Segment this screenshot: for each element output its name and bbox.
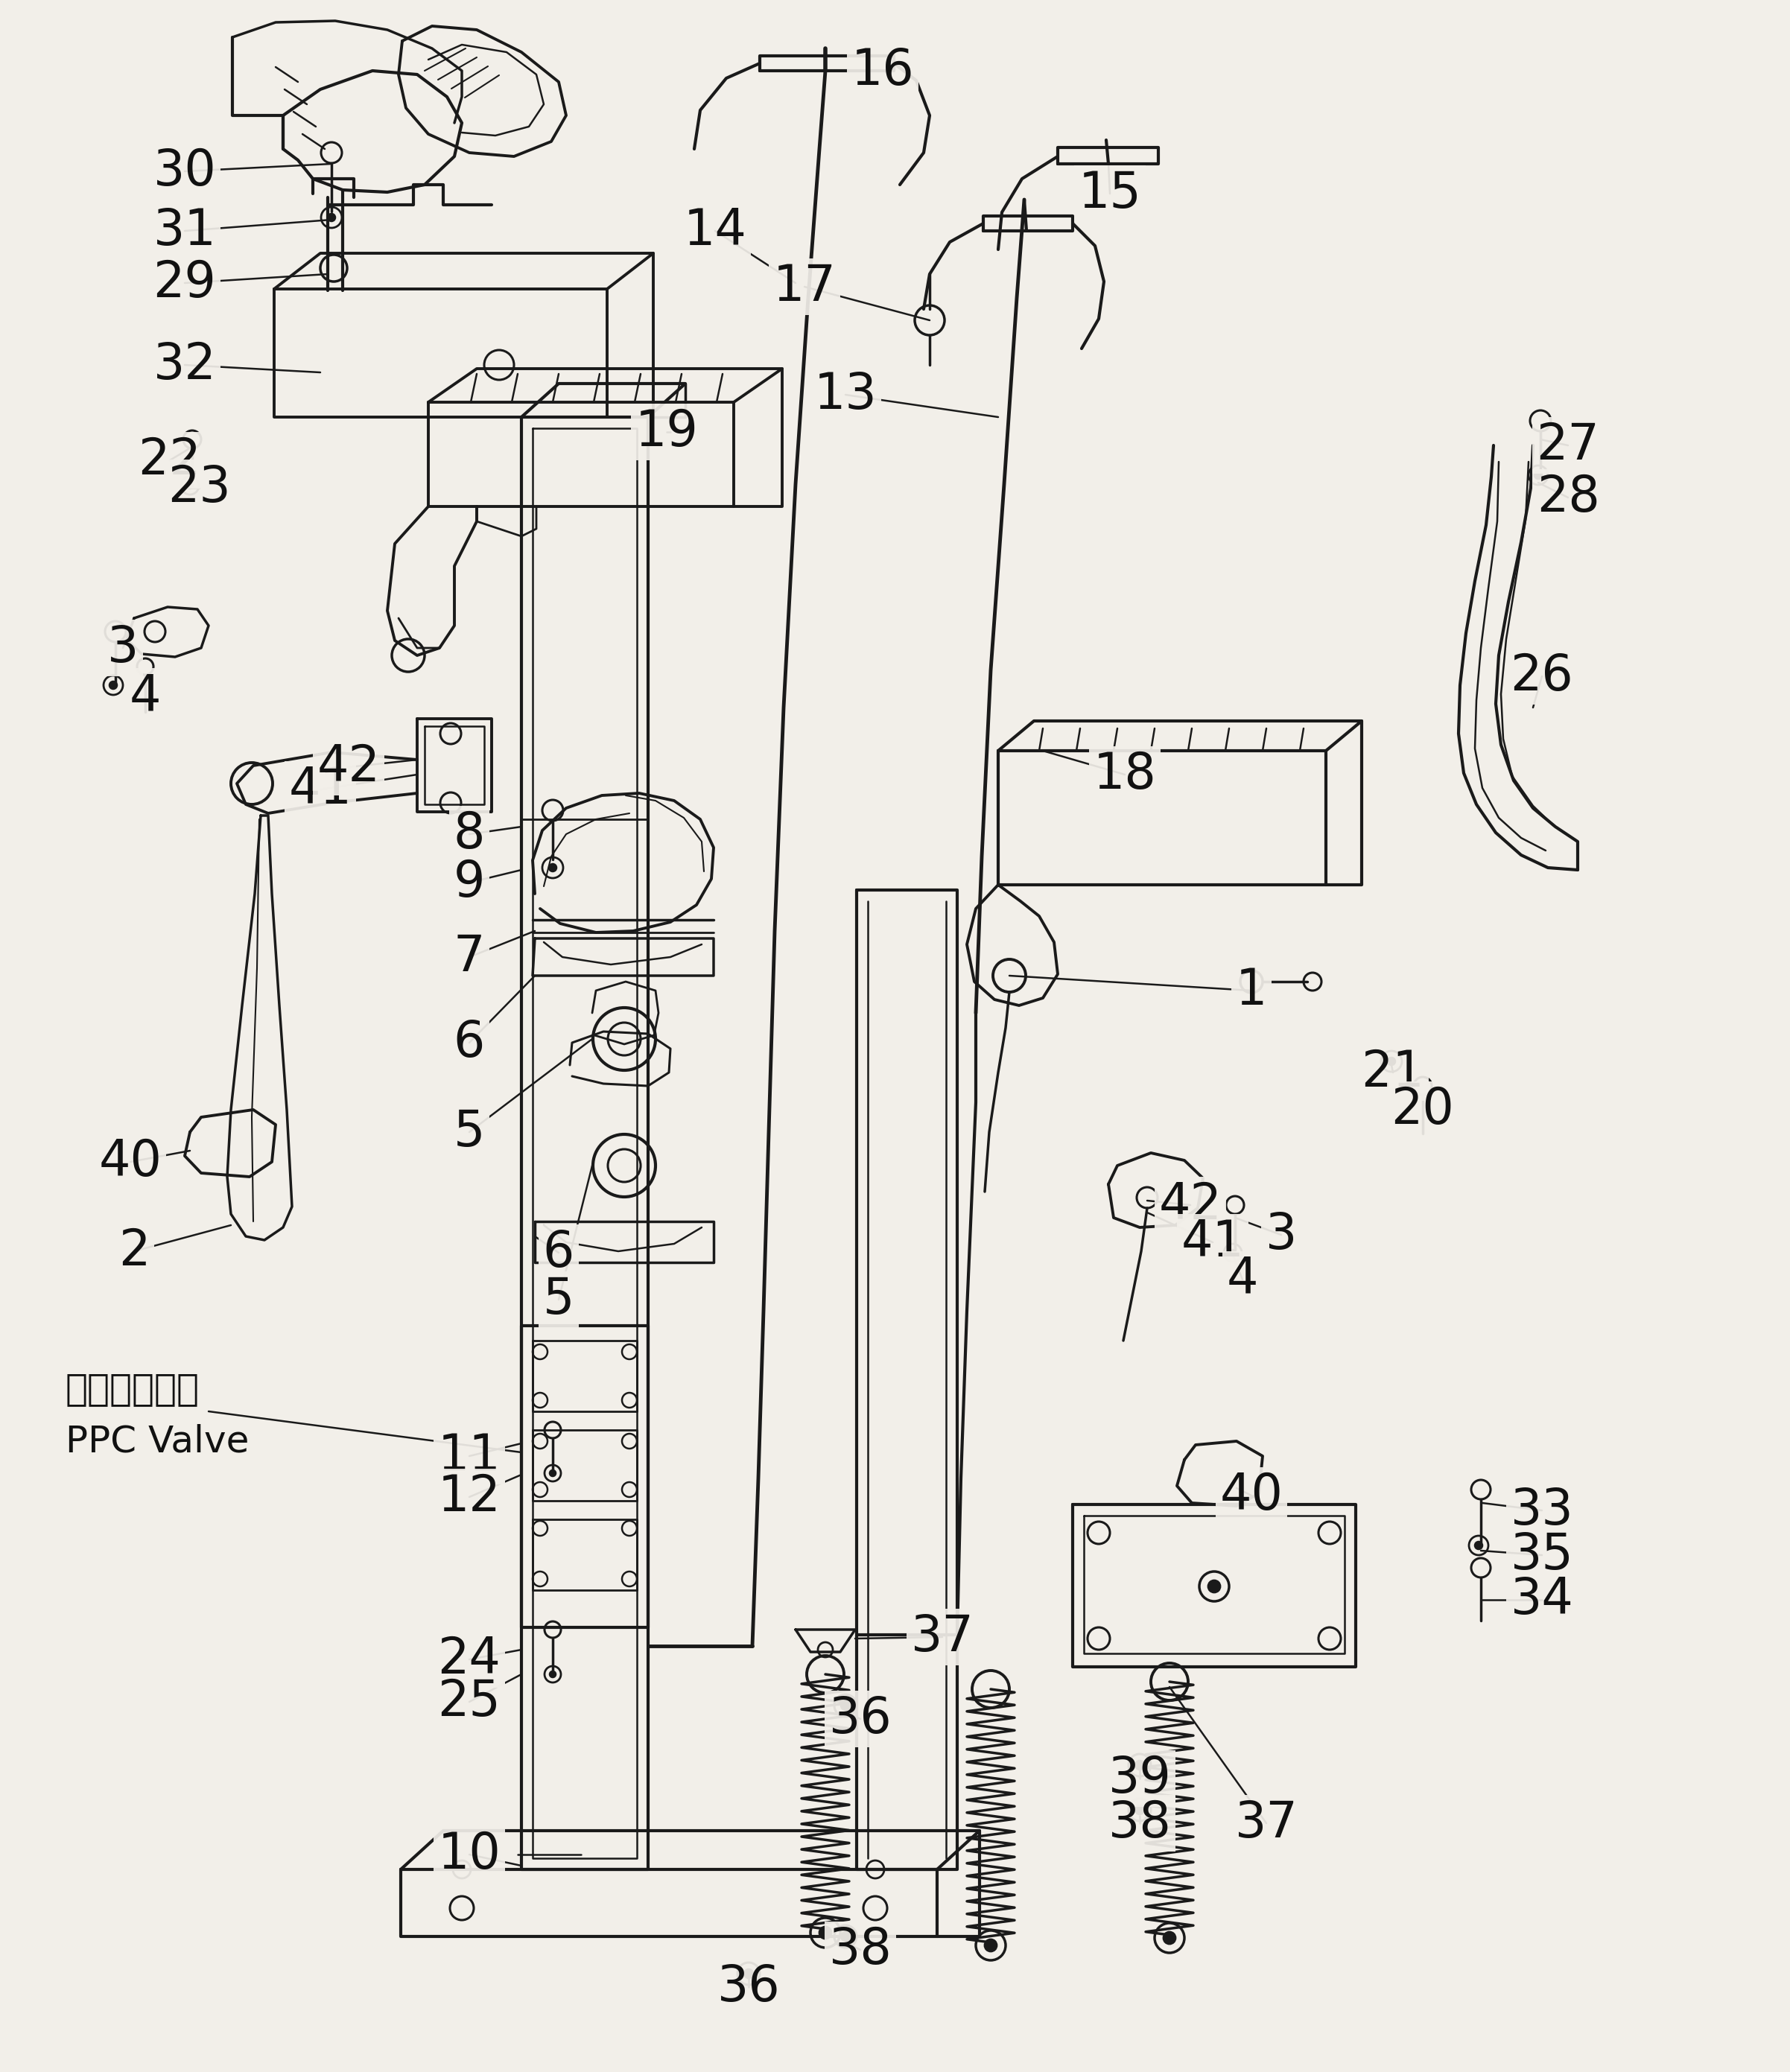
Circle shape — [841, 1931, 850, 1941]
Circle shape — [109, 682, 116, 688]
Circle shape — [550, 864, 557, 872]
Text: 34: 34 — [1511, 1575, 1573, 1624]
Text: 22: 22 — [138, 435, 202, 485]
Text: 3: 3 — [1266, 1210, 1298, 1260]
Circle shape — [550, 1672, 555, 1676]
Circle shape — [1534, 472, 1541, 479]
Text: 20: 20 — [1391, 1086, 1453, 1133]
Text: 41: 41 — [288, 765, 353, 814]
Text: 38: 38 — [1108, 1798, 1171, 1848]
Text: 28: 28 — [1536, 472, 1600, 522]
Text: 18: 18 — [1094, 750, 1156, 800]
Circle shape — [1230, 1249, 1235, 1256]
Text: 36: 36 — [718, 1962, 780, 2012]
Text: 37: 37 — [911, 1612, 974, 1662]
Text: 5: 5 — [453, 1109, 485, 1156]
Text: 23: 23 — [168, 464, 231, 512]
Text: 13: 13 — [814, 371, 877, 419]
Circle shape — [745, 1968, 754, 1979]
Text: 31: 31 — [154, 207, 217, 255]
Text: 3: 3 — [107, 624, 138, 673]
Text: 19: 19 — [635, 408, 698, 456]
Circle shape — [1135, 1761, 1144, 1769]
Circle shape — [1387, 1057, 1394, 1065]
Text: 11: 11 — [439, 1432, 501, 1481]
Circle shape — [550, 1471, 555, 1475]
Text: 29: 29 — [154, 259, 217, 307]
Text: 9: 9 — [453, 858, 485, 908]
Text: 8: 8 — [453, 810, 485, 858]
Text: 2: 2 — [118, 1227, 150, 1276]
Circle shape — [1208, 1581, 1221, 1593]
Circle shape — [328, 213, 335, 222]
Text: 16: 16 — [850, 46, 915, 95]
Text: 40: 40 — [1219, 1471, 1283, 1521]
Text: 42: 42 — [317, 742, 379, 792]
Circle shape — [1475, 1542, 1482, 1550]
Text: 35: 35 — [1511, 1531, 1573, 1579]
Text: 33: 33 — [1511, 1486, 1573, 1535]
Text: 4: 4 — [1226, 1256, 1258, 1303]
Text: 27: 27 — [1536, 421, 1600, 470]
Text: 6: 6 — [542, 1229, 575, 1276]
Text: 40: 40 — [98, 1138, 161, 1187]
Circle shape — [1135, 1805, 1144, 1815]
Circle shape — [1164, 1931, 1176, 1944]
Text: 32: 32 — [154, 340, 217, 390]
Text: 30: 30 — [154, 147, 217, 197]
Text: 6: 6 — [453, 1017, 485, 1067]
Text: 24: 24 — [439, 1635, 501, 1685]
Text: 5: 5 — [542, 1274, 575, 1324]
Text: 39: 39 — [1108, 1755, 1171, 1803]
Text: 17: 17 — [773, 263, 836, 311]
Text: PPC Valve: PPC Valve — [66, 1423, 249, 1459]
Text: 4: 4 — [129, 671, 161, 721]
Circle shape — [985, 1939, 997, 1952]
Text: 7: 7 — [453, 932, 485, 982]
Text: 37: 37 — [1235, 1798, 1298, 1848]
Circle shape — [841, 1701, 850, 1709]
Text: 25: 25 — [439, 1676, 501, 1726]
Text: 42: 42 — [1158, 1181, 1223, 1229]
Text: 38: 38 — [829, 1925, 891, 1975]
Text: 15: 15 — [1078, 170, 1142, 218]
Text: 26: 26 — [1511, 653, 1573, 700]
Text: 1: 1 — [1235, 966, 1267, 1015]
Text: ＰＰＣバルブ: ＰＰＣバルブ — [66, 1372, 200, 1407]
Circle shape — [820, 1927, 831, 1939]
Circle shape — [186, 483, 193, 489]
Text: 21: 21 — [1362, 1048, 1425, 1096]
Text: 36: 36 — [829, 1695, 891, 1743]
Text: 10: 10 — [439, 1830, 501, 1879]
Text: 14: 14 — [684, 207, 746, 255]
Text: 12: 12 — [439, 1473, 501, 1521]
Text: 41: 41 — [1181, 1218, 1244, 1266]
